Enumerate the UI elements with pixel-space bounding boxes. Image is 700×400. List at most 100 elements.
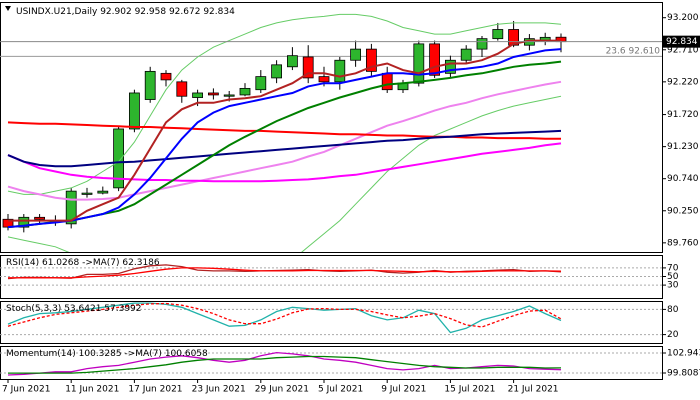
candle-body [444,59,456,74]
y-tick-label: 50 [667,272,679,282]
legend-value: 57.3992 [104,304,141,314]
indicator-legend: RSI(14) 61.0268 ->MA(7) 62.3186 [6,258,160,268]
candle-body [81,192,93,195]
legend-value: 100.3285 [79,349,122,359]
y-tick-label: 90.250 [667,206,699,216]
candle-body [286,55,298,68]
price-tag-label: 92.834 [666,37,698,47]
x-tick-label: 21 Jul 2021 [508,385,559,395]
candle-body [460,48,472,61]
x-tick-label: 23 Jun 2021 [192,385,246,395]
y-tick-label: 89.760 [667,238,699,248]
title-symbol: USINDX.U21,Daily [16,7,98,17]
candle-body [223,94,235,97]
candle-body [113,128,124,189]
y-tick-label: 99.8087 [667,369,700,379]
title-close: 92.834 [203,7,235,17]
legend-value: 53.6421 [64,304,101,314]
x-tick-label: 5 Jul 2021 [318,385,363,395]
candle-body [334,59,346,83]
candle-body [413,43,425,84]
panel-plot [0,351,662,376]
indicator-line [8,39,561,222]
candle-body [381,72,393,91]
panel-frame [0,2,663,253]
x-tick-label: 7 Jun 2021 [2,385,50,395]
y-tick-label: 92.220 [667,77,699,87]
chart-title: USINDX.U21,Daily 92.902 92.958 92.672 92… [16,7,235,17]
indicator-line [7,302,562,334]
indicator-line [7,142,562,183]
candle-body [97,190,109,194]
title-icon [5,6,11,11]
indicator-line [7,129,562,168]
panel-frame [0,301,663,344]
panel-plot [0,13,662,252]
candle-body [318,76,330,83]
legend-value: 100.6058 [165,349,208,359]
candle-body [144,70,156,100]
legend-name: RSI(14) [6,258,39,268]
indicator-line [7,80,562,201]
legend-name: ->MA(7) [82,258,119,268]
x-tick-label: 9 Jul 2021 [381,385,426,395]
y-tick-label: 20 [667,330,679,340]
fibo-level: 23.6 [606,46,626,56]
y-tick-label: 30 [667,281,679,291]
x-tick-label: 11 Jun 2021 [65,385,119,395]
fibo-label: 23.6 92.610 [606,46,661,56]
y-tick-label: 80 [667,305,679,315]
indicator-line [8,267,562,279]
y-tick-label: 91.230 [667,142,699,152]
candle-body [492,29,504,40]
y-tick-label: 102.943 [667,349,700,359]
candle-body [65,190,77,225]
candle-body [176,81,188,97]
fibo-value: 92.610 [629,46,661,56]
legend-value: 61.0268 [42,258,79,268]
title-high: 92.958 [135,7,167,17]
y-tick-label: 70 [667,263,679,273]
candle-body [2,218,14,228]
candle-body [271,64,283,79]
candle-body [239,87,251,96]
candle-body [160,72,172,81]
candle-body [34,216,45,220]
price-tag [663,35,700,48]
indicator-line [7,121,561,140]
x-tick-label: 17 Jun 2021 [128,385,182,395]
x-tick-label: 29 Jun 2021 [255,385,309,395]
candle-body [508,29,520,46]
indicator-line [8,355,562,374]
candle-body [365,48,377,72]
panel-plot [0,302,662,336]
x-tick-label: 15 Jul 2021 [444,385,495,395]
legend-name: Stoch(5,3,3) [6,304,61,314]
indicator-line [7,302,562,328]
y-tick-label: 90.740 [667,174,699,184]
y-tick-label: 92.710 [667,45,699,55]
legend-name: Momentum(14) [6,349,76,359]
candle-body [429,43,441,76]
title-low: 92.672 [169,7,201,17]
candle-body [128,92,140,130]
panel-plot [0,264,662,286]
y-tick-label: 91.720 [667,110,699,120]
title-open: 92.902 [100,7,132,17]
candle-body [207,92,219,96]
candle-body [476,38,488,50]
legend-name: ->MA(7) [124,349,161,359]
indicator-line [7,13,562,195]
indicator-legend: Stoch(5,3,3) 53.6421 57.3992 [6,304,142,314]
candle-body [302,56,314,79]
candle-body [18,216,30,228]
indicator-line [7,48,562,229]
legend-value: 62.3186 [122,258,159,268]
y-tick-label: 93.200 [667,13,699,23]
candle-body [192,92,204,98]
candle-body [255,76,267,91]
indicator-legend: Momentum(14) 100.3285 ->MA(7) 100.6058 [6,349,208,359]
indicator-line [7,95,562,252]
